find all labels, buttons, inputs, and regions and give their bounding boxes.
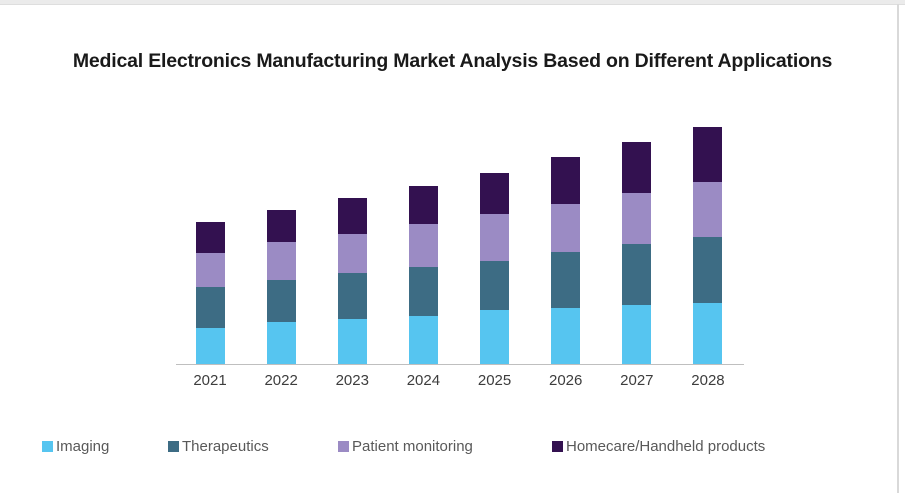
legend-swatch-icon [42, 441, 53, 452]
bar-segment-patient-monitoring-2022 [266, 242, 296, 280]
legend-label: Therapeutics [182, 438, 269, 455]
bar-segment-therapeutics-2022 [266, 279, 296, 323]
bar-segment-patient-monitoring-2024 [408, 224, 438, 267]
legend-swatch-icon [552, 441, 563, 452]
x-tick-label-2028: 2028 [691, 372, 725, 389]
bar-segment-homecare-handheld-products-2028 [693, 126, 723, 182]
bar-segment-patient-monitoring-2027 [622, 192, 652, 245]
bar-segment-imaging-2026 [551, 308, 581, 364]
bar-segment-therapeutics-2024 [408, 266, 438, 317]
bar-segment-imaging-2025 [480, 310, 510, 364]
right-edge-border [897, 4, 899, 493]
bar-segment-patient-monitoring-2025 [480, 214, 510, 261]
legend-item-therapeutics: Therapeutics [168, 438, 269, 455]
bar-segment-imaging-2023 [337, 319, 367, 364]
bar-segment-homecare-handheld-products-2021 [195, 222, 225, 253]
bar-segment-imaging-2027 [622, 305, 652, 364]
legend-swatch-icon [168, 441, 179, 452]
x-tick-label-2027: 2027 [620, 372, 654, 389]
bar-segment-patient-monitoring-2023 [337, 234, 367, 273]
legend-item-imaging: Imaging [42, 438, 109, 455]
bar-segment-therapeutics-2026 [551, 251, 581, 309]
legend-label: Imaging [56, 438, 110, 455]
bar-segment-homecare-handheld-products-2025 [480, 172, 510, 215]
legend-swatch-icon [338, 441, 349, 452]
bar-segment-patient-monitoring-2021 [195, 252, 225, 287]
bar-segment-imaging-2022 [266, 322, 296, 364]
bar-segment-therapeutics-2023 [337, 272, 367, 320]
bar-segment-therapeutics-2025 [480, 260, 510, 311]
x-tick-label-2022: 2022 [264, 372, 298, 389]
bar-segment-imaging-2028 [693, 303, 723, 364]
legend-item-homecare-handheld-products: Homecare/Handheld products [552, 438, 765, 455]
bar-segment-homecare-handheld-products-2027 [622, 142, 652, 193]
top-edge-strip [0, 0, 905, 5]
x-tick-label-2025: 2025 [477, 372, 512, 389]
legend-label: Homecare/Handheld products [566, 438, 766, 455]
x-tick-label-2024: 2024 [406, 372, 441, 389]
bar-segment-homecare-handheld-products-2023 [337, 197, 367, 235]
x-tick-label-2023: 2023 [335, 372, 369, 389]
bar-segment-therapeutics-2028 [693, 237, 723, 304]
bar-segment-patient-monitoring-2026 [551, 203, 581, 252]
x-axis-line [176, 364, 744, 365]
legend-item-patient-monitoring: Patient monitoring [338, 438, 473, 455]
bar-segment-therapeutics-2021 [195, 287, 225, 328]
bar-segment-homecare-handheld-products-2022 [266, 210, 296, 243]
x-tick-label-2021: 2021 [193, 372, 227, 389]
bar-segment-homecare-handheld-products-2024 [408, 185, 438, 225]
bar-segment-homecare-handheld-products-2026 [551, 157, 581, 204]
bar-segment-imaging-2021 [195, 327, 225, 364]
legend-label: Patient monitoring [352, 438, 473, 455]
bar-segment-imaging-2024 [408, 316, 438, 364]
bar-segment-patient-monitoring-2028 [693, 181, 723, 238]
legend: Imaging Therapeutics Patient monitoring Hom… [0, 438, 905, 460]
bar-segment-therapeutics-2027 [622, 244, 652, 306]
x-tick-label-2026: 2026 [549, 372, 583, 389]
chart-title: Medical Electronics Manufacturing Market… [72, 50, 833, 72]
